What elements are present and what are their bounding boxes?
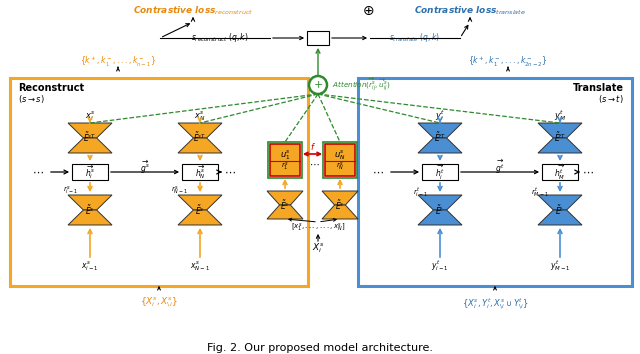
Text: $y_{M-1}^t$: $y_{M-1}^t$ [550, 258, 570, 273]
Text: $\cdots$: $\cdots$ [32, 167, 44, 177]
Text: $r_1^s$: $r_1^s$ [281, 161, 289, 173]
Text: $\tilde{E}^{t}$: $\tilde{E}^{t}$ [435, 203, 445, 217]
Text: $\cdots$: $\cdots$ [224, 167, 236, 177]
Polygon shape [418, 138, 462, 153]
Text: $\tilde{E}^{t}$: $\tilde{E}^{t}$ [556, 203, 564, 217]
Text: $q_i^s$: $q_i^s$ [313, 31, 323, 45]
FancyBboxPatch shape [542, 164, 578, 180]
Text: $\overrightarrow{h_i^s}$: $\overrightarrow{h_i^s}$ [85, 163, 95, 181]
Text: $x_{i-1}^s$: $x_{i-1}^s$ [81, 259, 99, 273]
Text: Attention$(\overrightarrow{r}_{ij}^s, \overrightarrow{u}_{ij}^s)$: Attention$(\overrightarrow{r}_{ij}^s, \o… [332, 77, 390, 93]
Polygon shape [178, 123, 222, 138]
Polygon shape [418, 195, 462, 210]
Text: $\tilde{E}^{tT}$: $\tilde{E}^{tT}$ [434, 130, 446, 144]
Polygon shape [538, 138, 582, 153]
Text: $\tilde{E}^{tT}$: $\tilde{E}^{tT}$ [554, 130, 566, 144]
Circle shape [309, 76, 327, 94]
Polygon shape [418, 123, 462, 138]
Text: $y_M^t$: $y_M^t$ [554, 109, 566, 124]
Text: $\tilde{E}^{sT}$: $\tilde{E}^{sT}$ [193, 130, 207, 144]
Text: Contrastive loss$_{translate}$: Contrastive loss$_{translate}$ [414, 5, 526, 17]
Polygon shape [538, 195, 582, 210]
FancyBboxPatch shape [422, 164, 458, 180]
Text: $\tilde{E}^{s}$: $\tilde{E}^{s}$ [280, 198, 290, 212]
FancyBboxPatch shape [325, 144, 355, 176]
Polygon shape [178, 210, 222, 225]
Polygon shape [68, 123, 112, 138]
Text: $\cdots$: $\cdots$ [372, 167, 384, 177]
Text: $\tilde{E}^{s}$: $\tilde{E}^{s}$ [195, 203, 205, 217]
Text: $\tilde{E}^{s}$: $\tilde{E}^{s}$ [85, 203, 95, 217]
Polygon shape [68, 210, 112, 225]
Text: $(s{\rightarrow}t)$: $(s{\rightarrow}t)$ [598, 93, 624, 105]
Polygon shape [178, 195, 222, 210]
Text: $+$: $+$ [313, 80, 323, 91]
Text: $\tilde{E}^{s}$: $\tilde{E}^{s}$ [335, 198, 345, 212]
FancyBboxPatch shape [72, 164, 108, 180]
Text: Fig. 2. Our proposed model architecture.: Fig. 2. Our proposed model architecture. [207, 343, 433, 353]
Polygon shape [538, 210, 582, 225]
Text: $y_i^t$: $y_i^t$ [435, 109, 445, 124]
Text: $x_i^s$: $x_i^s$ [84, 109, 95, 123]
Polygon shape [267, 191, 303, 205]
Text: $X_i^s$: $X_i^s$ [312, 241, 324, 255]
Text: $\cdots$: $\cdots$ [309, 159, 320, 169]
Polygon shape [418, 210, 462, 225]
Text: $(s{\rightarrow}s)$: $(s{\rightarrow}s)$ [18, 93, 45, 105]
Text: $r_{N-1}^s$: $r_{N-1}^s$ [172, 185, 189, 197]
Polygon shape [178, 138, 222, 153]
FancyBboxPatch shape [307, 31, 329, 45]
Text: $\overrightarrow{h_N^s}$: $\overrightarrow{h_N^s}$ [195, 163, 205, 181]
Text: $\oplus$: $\oplus$ [362, 4, 374, 18]
Text: $\{k^+, k_1^-,...,k_{2n-2}^-\}$: $\{k^+, k_1^-,...,k_{2n-2}^-\}$ [468, 55, 548, 69]
Text: $\overrightarrow{h_M^t}$: $\overrightarrow{h_M^t}$ [554, 162, 566, 182]
Text: $u_1^s$: $u_1^s$ [280, 148, 291, 162]
Text: $r_N^s$: $r_N^s$ [336, 161, 344, 173]
Text: $r_{i-1}^s$: $r_{i-1}^s$ [63, 185, 77, 197]
Text: $f$: $f$ [310, 141, 316, 152]
Text: $x_{N-1}^s$: $x_{N-1}^s$ [190, 259, 210, 273]
Text: $x_N^s$: $x_N^s$ [195, 109, 205, 123]
Text: $\overrightarrow{g^t}$: $\overrightarrow{g^t}$ [495, 158, 505, 176]
Text: $s_{reconstruct}\ (q,k)$: $s_{reconstruct}\ (q,k)$ [191, 32, 249, 45]
Text: $u_N^s$: $u_N^s$ [334, 148, 346, 162]
Text: $[x_1^s,...,...,x_N^s]$: $[x_1^s,...,...,x_N^s]$ [291, 222, 346, 234]
Text: $\cdots$: $\cdots$ [582, 167, 594, 177]
Text: Reconstruct: Reconstruct [18, 83, 84, 93]
Text: $\{k^+, k_1^-,...,k_{n-1}^-\}$: $\{k^+, k_1^-,...,k_{n-1}^-\}$ [80, 55, 156, 69]
Polygon shape [68, 138, 112, 153]
Polygon shape [68, 195, 112, 210]
FancyBboxPatch shape [182, 164, 218, 180]
Polygon shape [267, 205, 303, 219]
Text: $r_{i-1}^t$: $r_{i-1}^t$ [413, 184, 428, 198]
Text: $\overrightarrow{h_i^t}$: $\overrightarrow{h_i^t}$ [435, 162, 445, 182]
Text: $y_{i-1}^t$: $y_{i-1}^t$ [431, 258, 449, 273]
Text: $s_{translate}\ (q,k)$: $s_{translate}\ (q,k)$ [390, 32, 440, 45]
Text: Contrastive loss$_{reconstruct}$: Contrastive loss$_{reconstruct}$ [133, 5, 253, 17]
Text: $r_{M-1}^t$: $r_{M-1}^t$ [531, 184, 549, 198]
Polygon shape [322, 205, 358, 219]
Polygon shape [538, 123, 582, 138]
Text: Translate: Translate [573, 83, 624, 93]
FancyBboxPatch shape [270, 144, 300, 176]
Text: $\{X_i^s, Y_i^t, X_{\backslash i}^s \cup Y_{\backslash i}^t\}$: $\{X_i^s, Y_i^t, X_{\backslash i}^s \cup… [462, 296, 528, 312]
Text: $\tilde{E}^{sT}$: $\tilde{E}^{sT}$ [83, 130, 97, 144]
Text: $\overrightarrow{g^s}$: $\overrightarrow{g^s}$ [140, 158, 150, 176]
Text: $\{X_i^s, X_{\backslash i}^s\}$: $\{X_i^s, X_{\backslash i}^s\}$ [140, 295, 178, 309]
Polygon shape [322, 191, 358, 205]
